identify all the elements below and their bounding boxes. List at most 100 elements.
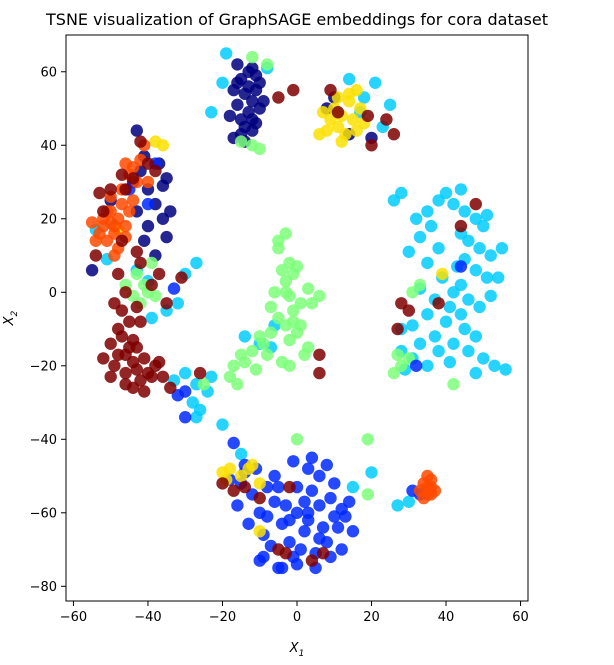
scatter-point [149,289,162,303]
scatter-point [261,58,274,71]
scatter-point [294,319,307,332]
scatter-point [324,491,337,505]
scatter-point [97,205,110,218]
scatter-point [253,142,266,156]
scatter-point [413,230,427,244]
scatter-point [365,139,378,152]
x-tick-label: 0 [293,610,301,625]
scatter-point [246,344,259,358]
scatter-point [272,561,285,575]
scatter-point [227,484,240,497]
scatter-point [238,480,251,494]
scatter-point [495,242,509,255]
scatter-point [216,477,229,490]
scatter-point [424,219,438,233]
scatter-point [175,271,188,284]
scatter-point [261,348,274,361]
scatter-point [216,76,229,90]
scatter-point [216,418,229,431]
y-tick-label: 0 [49,286,57,301]
scatter-point [272,242,285,255]
scatter-point [432,194,445,207]
scatter-point [391,322,404,336]
scatter-point [402,495,415,508]
scatter-point [305,554,319,567]
scatter-point [361,109,374,123]
scatter-point [141,197,155,211]
x-tick-label: 40 [438,610,455,625]
scatter-point [145,311,158,325]
scatter-point [223,109,237,123]
scatter-point [432,242,445,255]
scatter-point [469,264,482,277]
scatter-point [313,348,326,361]
scatter-point [365,466,378,479]
scatter-point [141,219,155,233]
scatter-point [391,499,404,512]
scatter-point [413,278,427,292]
scatter-point [179,411,192,424]
y-axis-ticks: −80 −60 −40 −20 0 20 40 60 [30,65,66,595]
scatter-point [443,300,456,314]
scatter-point [238,330,251,343]
scatter-point [268,469,281,483]
scatter-point [119,219,132,233]
scatter-point [331,106,345,119]
scatter-point [246,50,259,64]
scatter-point [253,554,266,567]
scatter-point [164,381,177,394]
scatter-point [313,289,326,303]
scatter-point [316,521,330,534]
scatter-point [119,366,132,380]
scatter-point [313,469,326,483]
y-tick-label: 40 [40,139,57,154]
scatter-point [492,271,505,284]
scatter-point [339,510,352,523]
scatter-point [123,315,136,328]
scatter-point [391,348,404,361]
scatter-point [167,282,181,295]
scatter-point [246,113,259,126]
x-tick-label: 60 [512,610,529,625]
scatter-point [477,219,490,233]
scatter-point [421,256,434,270]
scatter-point [149,164,162,178]
scatter-point [138,234,151,247]
scatter-point [302,282,315,295]
scatter-point [458,205,471,218]
scatter-point [126,194,140,207]
scatter-point [283,513,296,527]
scatter-point [130,267,143,281]
scatter-point [119,157,132,170]
y-tick-label: −20 [30,359,57,374]
scatter-point [447,286,460,299]
scatter-point [264,326,278,339]
x-tick-label: −40 [134,610,161,625]
x-axis-label: X1 [289,641,305,659]
x-tick-label: 20 [363,610,380,625]
scatter-point [115,234,129,247]
scatter-point [93,227,106,240]
scatter-point [480,271,494,284]
scatter-point [160,230,173,244]
scatter-point [473,242,486,255]
scatter-point [85,264,99,277]
scatter-point [234,135,248,148]
scatter-point [268,286,281,299]
scatter-point [115,168,129,181]
scatter-point [302,462,315,475]
scatter-point [130,124,143,137]
scatter-point [298,348,311,361]
scatter-point [272,543,285,556]
scatter-point [108,359,121,372]
scatter-point [126,381,140,394]
scatter-point [171,297,184,310]
scatter-point [164,205,177,218]
scatter-point [272,91,285,104]
scatter-point [231,98,244,112]
scatter-point [346,113,360,126]
scatter-point [387,366,401,380]
scatter-point [488,359,501,372]
scatter-point [242,517,255,530]
scatter-point [283,359,296,372]
